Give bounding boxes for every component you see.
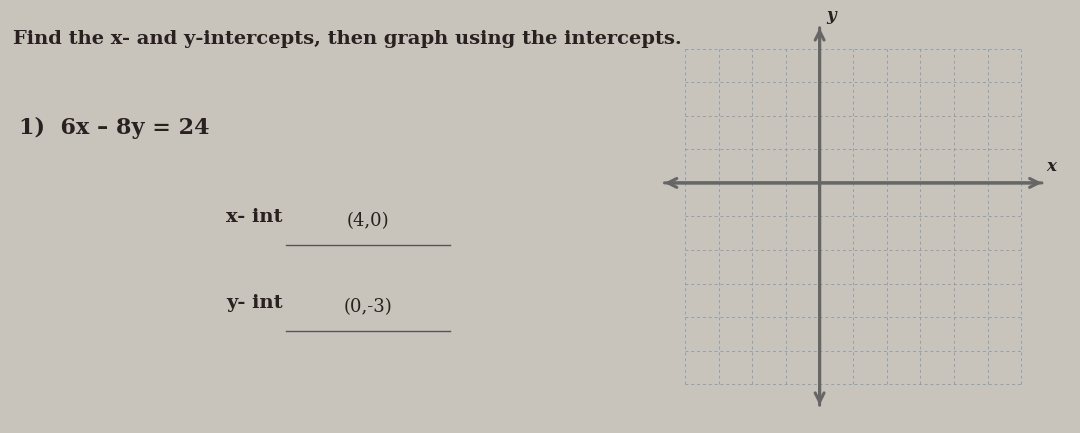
Text: y- int: y- int [226, 294, 283, 312]
Text: x- int: x- int [226, 207, 283, 226]
Text: (0,-3): (0,-3) [343, 298, 392, 317]
Text: Find the x- and y-intercepts, then graph using the intercepts.: Find the x- and y-intercepts, then graph… [13, 30, 681, 48]
Text: x: x [1047, 158, 1056, 174]
Text: 1)  6x – 8y = 24: 1) 6x – 8y = 24 [19, 117, 210, 139]
Text: y: y [826, 7, 836, 24]
Text: (4,0): (4,0) [347, 212, 389, 230]
